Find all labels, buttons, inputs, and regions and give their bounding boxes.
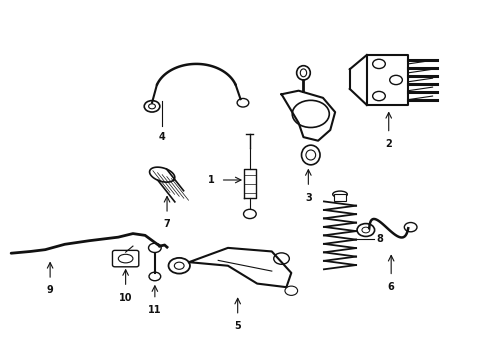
Bar [334, 194, 346, 202]
Text: 5: 5 [234, 321, 241, 331]
Text: 4: 4 [159, 132, 166, 142]
Text: 3: 3 [305, 193, 312, 203]
Text: 6: 6 [388, 282, 394, 292]
Text: 11: 11 [148, 305, 162, 315]
Text: 8: 8 [376, 234, 383, 244]
Text: 1: 1 [208, 175, 214, 185]
Text: 7: 7 [164, 219, 171, 229]
Text: 2: 2 [385, 139, 392, 149]
Text: 9: 9 [47, 285, 53, 296]
Text: 10: 10 [119, 293, 132, 302]
